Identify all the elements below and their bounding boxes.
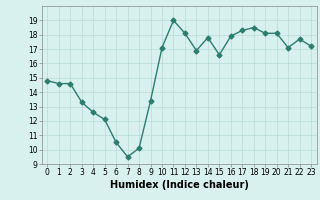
X-axis label: Humidex (Indice chaleur): Humidex (Indice chaleur) (110, 180, 249, 190)
